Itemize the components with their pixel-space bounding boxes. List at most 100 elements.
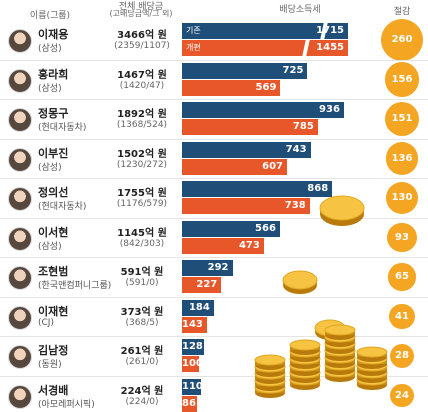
row-divider xyxy=(0,257,428,258)
coin-icon xyxy=(319,195,365,226)
bar-new-value: 143 xyxy=(182,318,203,330)
person-group: (아모레퍼시픽) xyxy=(38,399,95,410)
bar-old-tax xyxy=(182,299,214,316)
row-divider xyxy=(0,336,428,337)
bar-new-tax xyxy=(182,79,281,96)
row-divider xyxy=(0,375,428,377)
avatar xyxy=(8,226,32,251)
saving-value: 24 xyxy=(395,389,409,401)
bar-new-tax xyxy=(182,356,200,372)
coin-stack-icon xyxy=(289,353,321,369)
avatar xyxy=(8,345,32,369)
saving-circle xyxy=(389,303,415,330)
dividend-split: (2359/1107) xyxy=(114,41,170,51)
person-name: 이재현 xyxy=(38,304,69,318)
bar-new-value: 100 xyxy=(182,358,203,369)
total-dividend: 1145억 원 xyxy=(117,227,167,239)
person-name: 정몽구 xyxy=(38,107,69,120)
dividend-split: (842/303) xyxy=(119,238,165,249)
saving-value: 136 xyxy=(391,152,413,164)
coin-stack-icon xyxy=(254,368,286,384)
total-dividend: 1502억 원 xyxy=(117,148,167,160)
coin-stack-icon xyxy=(324,331,356,347)
person-group: (삼성) xyxy=(38,162,62,173)
dividend-split: (1368/524) xyxy=(116,120,168,130)
bar-new-tax xyxy=(182,316,207,333)
bar-old-value: 292 xyxy=(207,262,229,273)
bar-old-tax xyxy=(182,23,348,39)
person-name: 조현범 xyxy=(38,265,69,278)
bar-new-tax xyxy=(182,198,310,214)
saving-circle xyxy=(385,181,419,215)
avatar xyxy=(8,187,32,211)
bar-old-value: 743 xyxy=(285,143,307,155)
coin-stack-icon xyxy=(254,354,286,370)
person-group: (한국앤컴퍼니그룹) xyxy=(38,281,112,291)
total-dividend: 3466억 원 xyxy=(117,30,167,41)
bar-new-value: 1455 xyxy=(316,42,344,53)
saving-value: 41 xyxy=(395,310,409,322)
saving-value: 156 xyxy=(391,73,413,85)
coin-stack-icon xyxy=(289,339,321,355)
coin-stack-icon xyxy=(324,324,356,340)
legend-old: 기존 xyxy=(186,26,201,35)
total-dividend: 591억 원 xyxy=(120,267,164,278)
coin-stack-icon xyxy=(356,360,388,376)
saving-circle xyxy=(384,101,420,137)
coin-stack-icon xyxy=(289,360,321,376)
dividend-split: (591/0) xyxy=(125,278,159,288)
saving-circle xyxy=(385,142,419,175)
saving-value: 65 xyxy=(395,271,409,282)
tax-column-header: 배당소득세 xyxy=(279,5,321,15)
row-divider xyxy=(0,59,428,61)
person-name: 서경배 xyxy=(38,383,69,397)
coin-stack-icon xyxy=(289,346,321,362)
dividend-split: (1230/272) xyxy=(116,159,168,170)
avatar xyxy=(8,108,32,132)
person-group: (삼성) xyxy=(38,241,62,252)
coin-stack-icon xyxy=(324,352,356,368)
row-divider xyxy=(0,178,428,179)
bar-new-value: 569 xyxy=(255,81,277,93)
person-group: (삼성) xyxy=(38,44,62,54)
total-column-subheader: (고배당금액/그 외) xyxy=(109,9,173,18)
total-dividend: 373억 원 xyxy=(120,306,164,318)
row-divider xyxy=(0,138,428,140)
total-dividend: 1755억 원 xyxy=(117,188,167,199)
bar-new-value: 738 xyxy=(284,200,306,211)
coin-icon xyxy=(282,270,318,294)
dividend-split: (1420/47) xyxy=(119,80,165,91)
row-divider xyxy=(0,296,428,298)
total-dividend: 261억 원 xyxy=(120,346,164,357)
avatar xyxy=(8,147,32,172)
bar-new-value: 227 xyxy=(196,279,218,290)
saving-value: 130 xyxy=(391,192,413,203)
dividend-split: (368/5) xyxy=(125,317,159,328)
coin-stack-icon xyxy=(254,382,286,398)
bar-old-tax xyxy=(182,62,308,79)
saving-value: 260 xyxy=(391,34,413,45)
bar-new-tax xyxy=(182,158,287,175)
coin-stack-icon xyxy=(324,359,356,375)
bar-old-value: 1715 xyxy=(316,25,344,36)
bar-new-value: 473 xyxy=(238,239,260,251)
saving-circle xyxy=(389,343,415,369)
bar-old-value: 725 xyxy=(282,64,304,76)
saving-circle xyxy=(384,62,420,97)
saving-value: 93 xyxy=(395,231,409,243)
row-divider xyxy=(0,217,428,219)
person-group: (현대자동차) xyxy=(38,123,87,133)
saving-column-header: 절감 xyxy=(393,7,411,17)
bar-old-value: 868 xyxy=(307,183,329,194)
saving-value: 151 xyxy=(391,113,413,124)
dividend-split: (1176/579) xyxy=(116,199,168,209)
bar-new-value: 785 xyxy=(292,121,314,132)
bar-old-value: 110 xyxy=(182,380,203,392)
coin-stack-icon xyxy=(324,345,356,361)
name-column-header: 이름(그룹) xyxy=(29,11,71,21)
bar-old-tax xyxy=(182,260,233,276)
coin-stack-icon xyxy=(254,375,286,391)
bar-new-value: 607 xyxy=(262,160,283,172)
person-name: 홍라희 xyxy=(38,67,69,81)
